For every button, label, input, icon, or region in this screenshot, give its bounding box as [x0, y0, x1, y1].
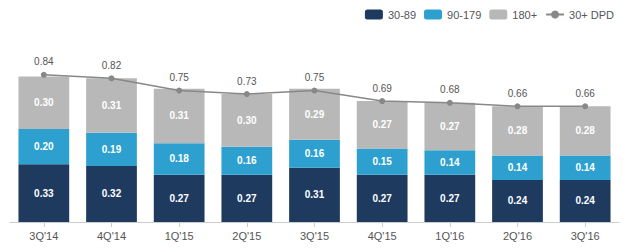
svg-text:0.31: 0.31 — [169, 110, 189, 121]
svg-text:0.32: 0.32 — [102, 188, 122, 199]
svg-text:0.69: 0.69 — [372, 83, 392, 94]
svg-text:0.14: 0.14 — [508, 162, 528, 173]
svg-text:0.14: 0.14 — [575, 162, 595, 173]
svg-text:3Q'14: 3Q'14 — [29, 230, 58, 242]
svg-text:30+ DPD: 30+ DPD — [569, 9, 614, 21]
svg-text:1Q'15: 1Q'15 — [165, 230, 194, 242]
svg-text:0.18: 0.18 — [169, 153, 189, 164]
svg-text:0.31: 0.31 — [305, 189, 325, 200]
svg-text:0.84: 0.84 — [34, 56, 54, 67]
svg-text:0.73: 0.73 — [237, 76, 257, 87]
svg-text:0.66: 0.66 — [575, 88, 595, 99]
svg-text:0.29: 0.29 — [305, 109, 325, 120]
svg-text:90-179: 90-179 — [447, 9, 481, 21]
svg-text:2Q'16: 2Q'16 — [503, 230, 532, 242]
svg-text:0.16: 0.16 — [237, 155, 257, 166]
svg-text:4Q'14: 4Q'14 — [97, 230, 126, 242]
svg-text:0.30: 0.30 — [237, 115, 257, 126]
svg-text:0.27: 0.27 — [372, 119, 392, 130]
svg-text:180+: 180+ — [512, 9, 537, 21]
svg-text:0.75: 0.75 — [169, 72, 189, 83]
svg-text:0.14: 0.14 — [440, 157, 460, 168]
svg-text:0.20: 0.20 — [34, 141, 54, 152]
svg-text:0.66: 0.66 — [508, 88, 528, 99]
svg-text:0.68: 0.68 — [440, 84, 460, 95]
svg-text:0.19: 0.19 — [102, 144, 122, 155]
svg-text:0.28: 0.28 — [508, 125, 528, 136]
svg-text:0.75: 0.75 — [305, 72, 325, 83]
svg-text:0.28: 0.28 — [575, 125, 595, 136]
svg-text:30-89: 30-89 — [388, 9, 416, 21]
svg-text:0.27: 0.27 — [169, 193, 189, 204]
svg-text:0.27: 0.27 — [372, 193, 392, 204]
svg-text:0.27: 0.27 — [440, 193, 460, 204]
svg-text:0.30: 0.30 — [34, 97, 54, 108]
svg-text:0.27: 0.27 — [440, 121, 460, 132]
svg-text:4Q'15: 4Q'15 — [368, 230, 397, 242]
svg-text:0.16: 0.16 — [305, 148, 325, 159]
svg-text:0.15: 0.15 — [372, 156, 392, 167]
svg-text:0.33: 0.33 — [34, 188, 54, 199]
svg-text:0.27: 0.27 — [237, 193, 257, 204]
svg-text:3Q'15: 3Q'15 — [300, 230, 329, 242]
svg-text:0.82: 0.82 — [102, 60, 122, 71]
svg-text:3Q'16: 3Q'16 — [571, 230, 600, 242]
svg-text:0.31: 0.31 — [102, 100, 122, 111]
svg-text:0.24: 0.24 — [508, 195, 528, 206]
svg-text:1Q'16: 1Q'16 — [435, 230, 464, 242]
svg-text:0.24: 0.24 — [575, 195, 595, 206]
svg-text:2Q'15: 2Q'15 — [232, 230, 261, 242]
